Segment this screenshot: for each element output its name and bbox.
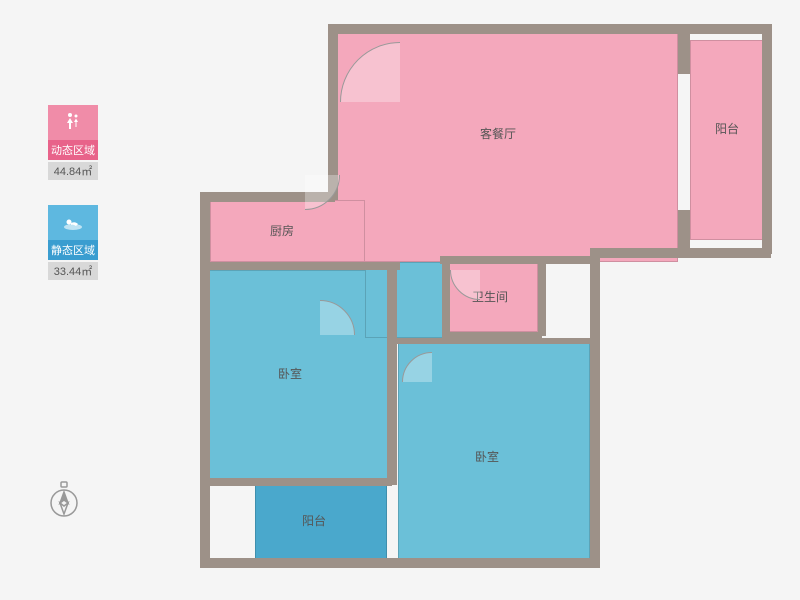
- wall-6: [590, 248, 600, 564]
- room-label-bedroom-left: 卧室: [278, 365, 302, 382]
- wall-17: [387, 338, 597, 344]
- room-label-bedroom-right: 卧室: [475, 448, 499, 465]
- legend-panel: 动态区域 44.84㎡ 静态区域 33.44㎡: [48, 105, 98, 305]
- wall-3: [678, 34, 690, 74]
- legend-dynamic: 动态区域 44.84㎡: [48, 105, 98, 180]
- wall-2: [762, 24, 772, 254]
- room-label-balcony-bottom: 阳台: [302, 512, 326, 529]
- dynamic-label: 动态区域: [48, 140, 98, 160]
- wall-5: [596, 248, 771, 258]
- room-balcony-right: [690, 40, 764, 240]
- compass-icon: [48, 480, 80, 520]
- floorplan: 客餐厅阳台厨房卫生间卧室卧室阳台: [180, 20, 780, 580]
- wall-4: [678, 210, 690, 252]
- wall-8: [200, 192, 210, 566]
- room-label-balcony-right: 阳台: [715, 120, 739, 137]
- room-label-kitchen: 厨房: [270, 222, 294, 239]
- static-icon: [48, 205, 98, 240]
- static-value: 33.44㎡: [48, 262, 98, 280]
- static-label: 静态区域: [48, 240, 98, 260]
- room-hallway: [365, 262, 447, 338]
- wall-13: [442, 256, 450, 336]
- wall-12: [538, 256, 546, 336]
- room-label-living: 客餐厅: [480, 125, 516, 142]
- wall-16: [208, 478, 392, 486]
- wall-11: [440, 256, 597, 264]
- dynamic-value: 44.84㎡: [48, 162, 98, 180]
- wall-15: [387, 270, 397, 485]
- dynamic-icon: [48, 105, 98, 140]
- wall-10: [200, 262, 400, 270]
- legend-static: 静态区域 33.44㎡: [48, 205, 98, 280]
- wall-9: [200, 558, 600, 568]
- wall-1: [328, 24, 338, 200]
- wall-0: [328, 24, 772, 34]
